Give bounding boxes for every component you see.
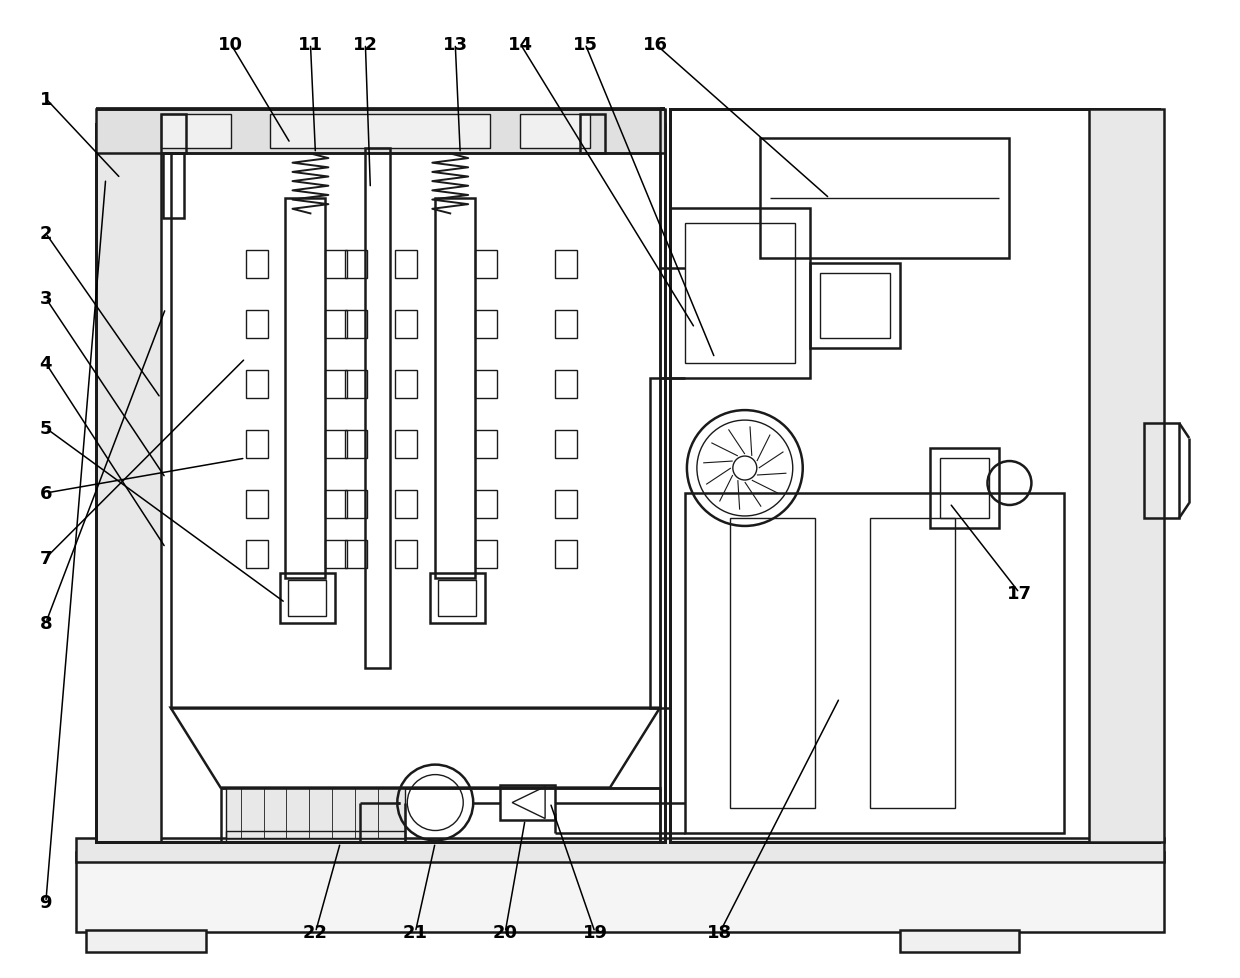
Bar xyxy=(325,311,347,338)
Bar xyxy=(76,853,1164,932)
Text: 18: 18 xyxy=(707,923,733,942)
Bar xyxy=(270,114,490,150)
Bar xyxy=(1145,423,1179,518)
Bar xyxy=(475,311,497,338)
Bar xyxy=(475,491,497,518)
Text: 21: 21 xyxy=(403,923,428,942)
Bar xyxy=(95,124,665,843)
Bar xyxy=(520,114,590,150)
Bar xyxy=(438,580,476,616)
Bar xyxy=(325,371,347,399)
Bar xyxy=(86,930,206,953)
Bar xyxy=(171,155,660,708)
Bar xyxy=(95,110,665,155)
Text: 19: 19 xyxy=(583,923,608,942)
Bar xyxy=(346,541,367,568)
Text: 12: 12 xyxy=(353,35,378,54)
Bar xyxy=(289,580,326,616)
Bar xyxy=(580,114,605,155)
Bar xyxy=(475,430,497,459)
Bar xyxy=(556,251,577,279)
Bar xyxy=(346,251,367,279)
Text: 2: 2 xyxy=(40,225,52,244)
Bar xyxy=(475,541,497,568)
Text: 11: 11 xyxy=(298,35,322,54)
Bar xyxy=(76,837,1164,863)
Text: 8: 8 xyxy=(40,614,52,632)
Bar xyxy=(325,430,347,459)
Bar xyxy=(346,491,367,518)
Bar xyxy=(556,541,577,568)
Bar xyxy=(346,371,367,399)
Bar xyxy=(684,224,795,364)
Text: 17: 17 xyxy=(1007,584,1032,602)
Bar xyxy=(475,371,497,399)
Bar xyxy=(670,209,810,378)
Bar xyxy=(500,784,556,820)
Bar xyxy=(162,155,184,219)
Bar xyxy=(930,449,999,528)
Bar xyxy=(869,518,955,808)
Bar xyxy=(730,518,815,808)
Bar xyxy=(760,139,1009,259)
Bar xyxy=(556,491,577,518)
Bar xyxy=(346,430,367,459)
Bar xyxy=(246,491,268,518)
Bar xyxy=(246,541,268,568)
Bar xyxy=(684,494,1064,832)
Bar xyxy=(161,114,231,150)
Text: 22: 22 xyxy=(303,923,327,942)
Bar xyxy=(325,491,347,518)
Text: 20: 20 xyxy=(492,923,517,942)
Bar xyxy=(430,573,485,623)
Bar xyxy=(246,430,268,459)
Bar xyxy=(280,573,335,623)
Bar xyxy=(226,830,405,843)
Bar xyxy=(325,541,347,568)
Bar xyxy=(396,430,418,459)
Bar xyxy=(810,264,899,349)
Bar xyxy=(396,491,418,518)
Bar xyxy=(346,311,367,338)
Bar xyxy=(246,371,268,399)
Text: 10: 10 xyxy=(218,35,243,54)
Bar xyxy=(820,274,889,338)
Text: 7: 7 xyxy=(40,550,52,567)
Bar xyxy=(556,371,577,399)
Bar xyxy=(285,200,325,578)
Bar xyxy=(556,311,577,338)
Circle shape xyxy=(733,457,756,480)
Text: 16: 16 xyxy=(642,35,667,54)
Bar xyxy=(670,110,1159,843)
Text: 9: 9 xyxy=(40,894,52,911)
Text: 14: 14 xyxy=(507,35,533,54)
Bar xyxy=(475,251,497,279)
Bar xyxy=(396,371,418,399)
Bar xyxy=(396,251,418,279)
Bar xyxy=(161,114,186,155)
Bar xyxy=(366,150,391,668)
Bar xyxy=(650,378,670,708)
Text: 13: 13 xyxy=(443,35,467,54)
Bar xyxy=(1089,110,1164,843)
Bar xyxy=(899,930,1019,953)
Bar xyxy=(221,787,660,843)
Bar xyxy=(325,251,347,279)
Text: 5: 5 xyxy=(40,420,52,437)
Text: 3: 3 xyxy=(40,289,52,308)
Bar xyxy=(95,124,161,843)
Bar xyxy=(396,541,418,568)
Text: 6: 6 xyxy=(40,484,52,503)
Bar xyxy=(556,430,577,459)
Text: 4: 4 xyxy=(40,355,52,373)
Bar xyxy=(396,311,418,338)
Bar xyxy=(940,459,990,518)
Bar xyxy=(246,311,268,338)
Text: 1: 1 xyxy=(40,90,52,109)
Bar xyxy=(226,787,405,837)
Bar xyxy=(246,251,268,279)
Bar xyxy=(435,200,475,578)
Text: 15: 15 xyxy=(573,35,598,54)
